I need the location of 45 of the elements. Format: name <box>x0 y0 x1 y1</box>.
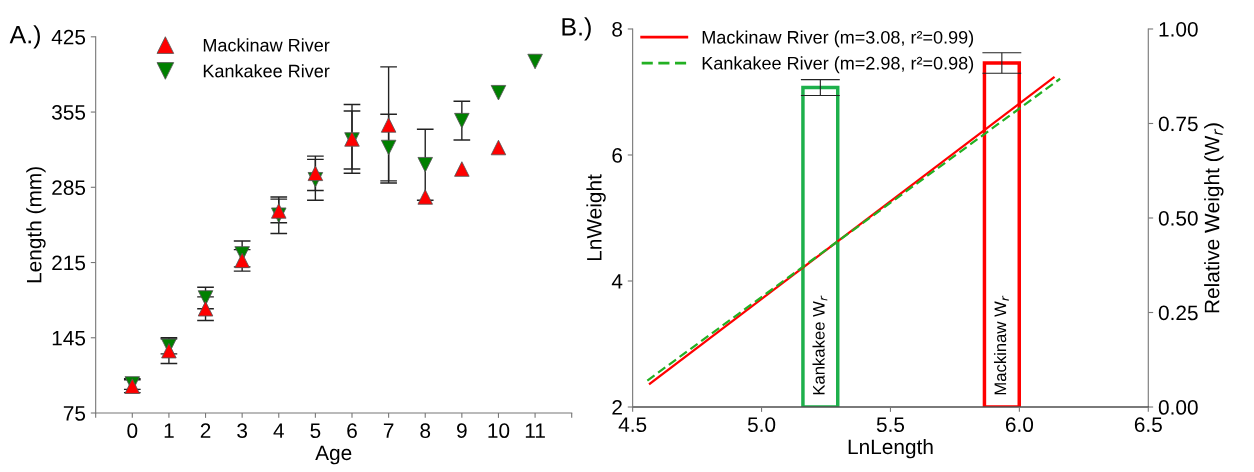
y-tick-label: 4 <box>611 274 623 289</box>
y2-tick-label: 0.25 <box>1158 305 1198 321</box>
y-tick-label: 285 <box>52 180 86 196</box>
x-tick-label: 6 <box>347 423 357 439</box>
x-tick-label: 4.5 <box>618 417 647 433</box>
y2-axis-title: Relative Weight (W$_{r}$) <box>1204 123 1224 313</box>
x-tick-label: 7 <box>383 423 394 438</box>
legend-label: Kankakee River (m=2.98, r²=0.98) <box>702 56 974 74</box>
y-tick-label: 215 <box>52 255 86 271</box>
y2-tick-label: 0.75 <box>1158 116 1198 132</box>
x-tick-label: 10 <box>488 423 510 439</box>
x-tick-label: 6.5 <box>1134 417 1162 433</box>
y-tick-label: 145 <box>52 330 86 346</box>
y-axis-title: Length (mm) <box>26 167 46 283</box>
x-tick-label: 4 <box>273 423 284 438</box>
y-tick-label: 8 <box>612 21 623 37</box>
x-tick-label: 1 <box>164 423 174 438</box>
y-tick-label: 2 <box>612 400 622 415</box>
y-axis-title: LnWeight <box>586 174 606 261</box>
x-tick-label: 5.5 <box>876 417 905 433</box>
annotation: B.) <box>562 17 591 41</box>
x-tick-label: 11 <box>525 423 545 438</box>
x-axis-title: LnLength <box>848 438 933 459</box>
y-tick-label: 75 <box>63 406 86 421</box>
y2-tick-label: 1.00 <box>1159 21 1198 37</box>
y-tick-label: 355 <box>52 105 86 120</box>
x-tick-label: 0 <box>127 423 138 439</box>
y-tick-label: 6 <box>612 147 623 163</box>
y2-tick-label: 0.50 <box>1158 210 1198 226</box>
x-tick-label: 3 <box>237 423 248 439</box>
x-tick-label: 6.0 <box>1005 417 1034 433</box>
text: A.) <box>9 25 40 49</box>
text: Mackinaw W$_{r}$ <box>993 295 1009 395</box>
text: Kankakee W$_{r}$ <box>812 295 828 395</box>
x-tick-label: 5.0 <box>747 417 776 433</box>
x-tick-label: 8 <box>420 423 431 439</box>
y2-tick-label: 0.00 <box>1158 400 1198 415</box>
x-tick-label: 9 <box>457 423 467 439</box>
x-axis-title: Age <box>315 445 352 465</box>
legend-label: Kankakee River <box>203 64 330 78</box>
x-tick-label: 5 <box>310 423 321 439</box>
x-tick-label: 2 <box>200 423 211 438</box>
y-tick-label: 425 <box>51 29 86 45</box>
legend-label: Mackinaw River <box>203 38 330 52</box>
legend-label: Mackinaw River (m=3.08, r²=0.99) <box>702 30 974 48</box>
